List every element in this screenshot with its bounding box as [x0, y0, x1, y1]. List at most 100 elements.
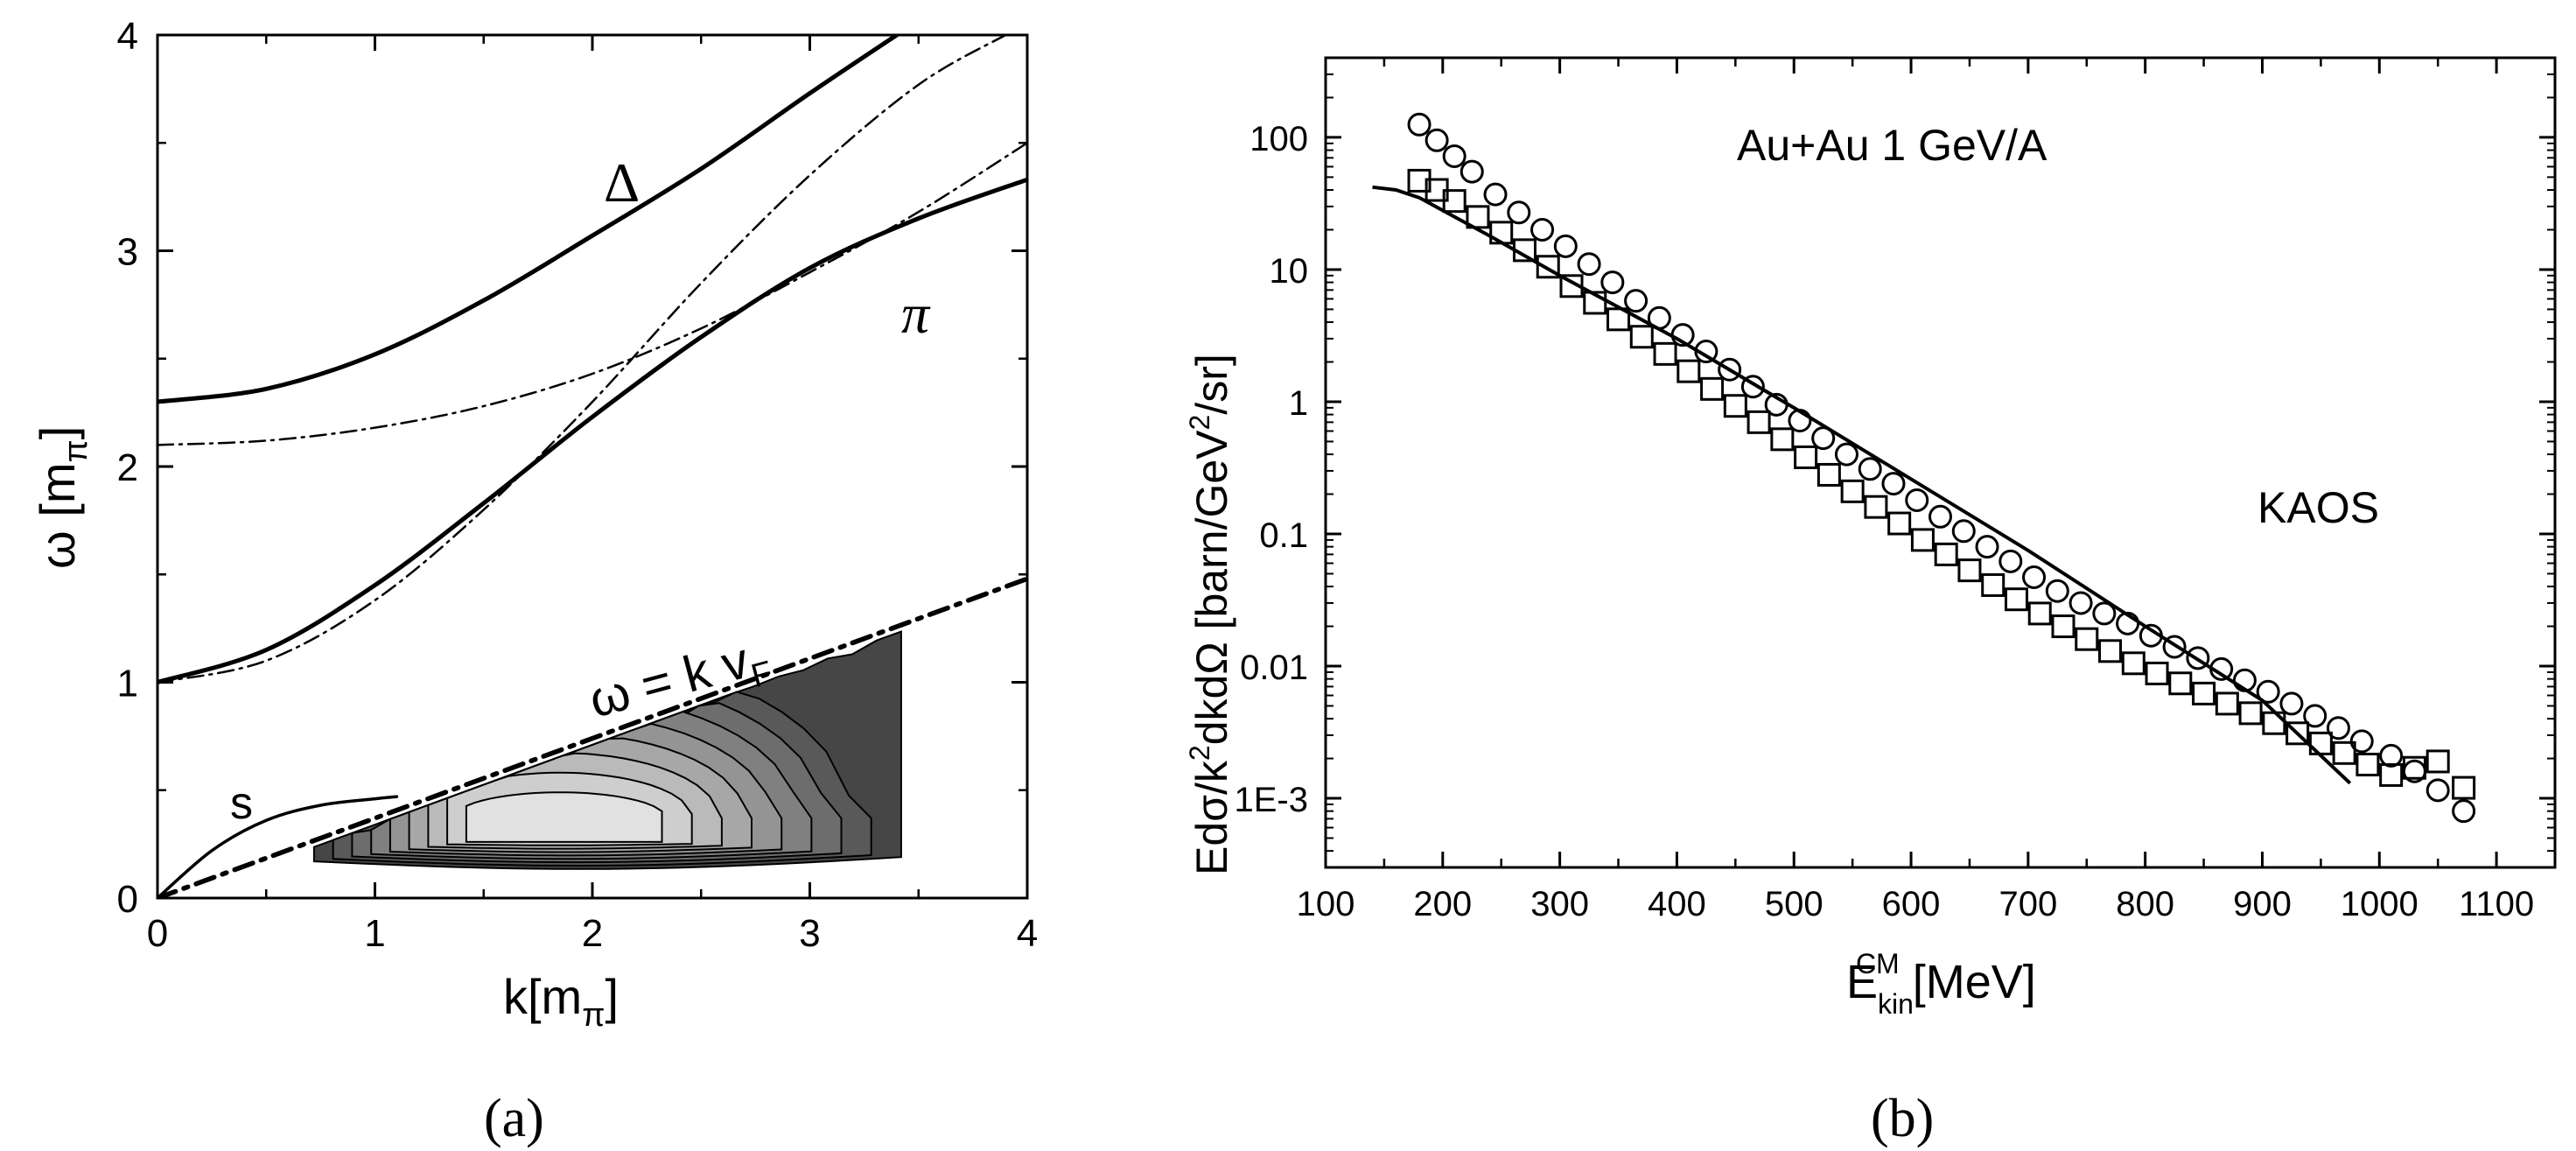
data-point-circle	[1975, 535, 1999, 559]
data-point-circle	[1442, 144, 1466, 168]
data-point-circle	[1507, 200, 1531, 225]
y-tick-label: 3	[117, 231, 138, 274]
data-point-square	[2168, 671, 2193, 696]
data-point-circle	[2045, 579, 2069, 603]
data-point-square	[1770, 427, 1795, 452]
panel-b-title: Au+Au 1 GeV/A	[1737, 121, 2048, 170]
data-point-square	[1887, 511, 1912, 536]
data-point-circle	[1881, 472, 1906, 496]
y-tick-label: 1E-3	[1235, 781, 1309, 819]
x-tick-label: 3	[799, 912, 820, 955]
x-tick-label: 800	[2116, 885, 2174, 923]
x-tick-label: 1	[364, 912, 385, 955]
panel-b-chart: 100 200 300 400 500 600 700 800 900 1000 11001E-30…	[1184, 56, 2557, 1020]
data-point-circle	[2326, 716, 2350, 740]
panel-b-series	[1372, 112, 2476, 824]
data-point-square	[2027, 601, 2052, 626]
y-tick-label: 10	[1270, 252, 1309, 291]
x-tick-label: 1100	[2459, 885, 2534, 923]
x-tick-label: 600	[1882, 885, 1941, 923]
data-point-square	[1653, 341, 1677, 366]
contour-plot	[312, 630, 902, 870]
curve--dash-dot	[158, 142, 1027, 446]
data-point-circle	[1905, 488, 1929, 512]
pi-curve-label: π	[901, 283, 931, 345]
panel-b-frame	[1324, 56, 2557, 869]
dispersion-curves	[158, 35, 1027, 898]
data-point-square	[2145, 661, 2169, 685]
data-point-square	[1910, 528, 1935, 552]
data-point-circle	[1577, 252, 1601, 277]
data-point-circle	[2186, 646, 2210, 670]
y-tick-label: 0.01	[1240, 649, 1308, 687]
panel-a-x-axis-label: k[mπ]	[503, 969, 619, 1034]
curve--	[158, 35, 900, 404]
data-point-square	[2121, 651, 2146, 676]
y-tick-label: 4	[117, 15, 138, 58]
panel-b-y-axis-label: Edσ/k2dkdΩ [barn/GeV2/sr]	[1184, 354, 1236, 875]
x-tick-label: 500	[1765, 885, 1824, 923]
panel-b-ticks: 100 200 300 400 500 600 700 800 900 1000 11001E-30…	[1235, 58, 2555, 923]
data-point-square	[1629, 325, 1654, 349]
data-point-circle	[1928, 504, 1952, 529]
y-tick-label: 0.1	[1259, 516, 1308, 555]
data-point-square	[2051, 614, 2076, 639]
curve--dash-dot	[158, 35, 1007, 684]
data-point-square	[1583, 291, 1607, 315]
panel-b-caption: (b)	[1871, 1089, 1935, 1148]
s-curve-label: s	[230, 778, 253, 829]
svg-text:Edσ/k2dkdΩ [barn/GeV2/sr]: Edσ/k2dkdΩ [barn/GeV2/sr]	[1184, 354, 1236, 875]
x-tick-label: 0	[147, 912, 168, 955]
data-point-circle	[2426, 778, 2450, 803]
data-point-square	[1676, 359, 1701, 383]
data-point-square	[2426, 749, 2450, 774]
data-point-square	[2379, 762, 2404, 787]
data-point-circle	[2279, 691, 2304, 716]
data-point-square	[1536, 255, 1560, 279]
data-point-square	[2332, 740, 2356, 765]
data-point-square	[2262, 711, 2286, 735]
x-tick-label: 700	[1998, 885, 2057, 923]
data-point-square	[2075, 627, 2099, 651]
x-tick-label: 100	[1297, 885, 1355, 923]
data-point-square	[1794, 445, 1818, 469]
data-point-square	[2004, 587, 2028, 612]
x-tick-label: 200	[1413, 885, 1472, 923]
curve--k-vf	[158, 576, 1027, 898]
data-point-square	[1466, 205, 1490, 229]
y-tick-label: 1	[117, 663, 138, 705]
data-point-square	[1816, 462, 1841, 487]
x-tick-label: 4	[1017, 912, 1038, 955]
data-point-square	[1700, 376, 1725, 401]
data-point-square	[1442, 189, 1466, 214]
data-point-circle	[2303, 704, 2328, 728]
data-point-circle	[1951, 519, 1976, 544]
data-point-square	[2098, 639, 2123, 663]
x-tick-label: 300	[1530, 885, 1589, 923]
data-point-square	[2286, 721, 2310, 746]
data-point-square	[2356, 752, 2380, 776]
kaos-label: KAOS	[2258, 483, 2379, 532]
contour-level	[465, 791, 663, 843]
panel-a-ticks: 0 1 2 3 4 0 1 2 3 4	[117, 15, 1039, 955]
data-point-square	[1746, 410, 1771, 434]
data-point-circle	[1740, 375, 1765, 399]
x-tick-label: 400	[1648, 885, 1706, 923]
data-point-square	[1934, 542, 1958, 566]
data-point-circle	[1718, 357, 1742, 382]
data-point-square	[1723, 394, 1747, 418]
panel-a-y-axis-label: ω [mπ]	[30, 426, 94, 569]
data-point-circle	[2162, 635, 2187, 659]
data-point-circle	[1834, 442, 1858, 467]
y-tick-label: 1	[1289, 384, 1308, 423]
data-point-circle	[1553, 234, 1578, 258]
model-curve	[1372, 185, 2352, 785]
data-point-circle	[1460, 159, 1484, 184]
data-point-circle	[1858, 457, 1882, 481]
data-point-square	[1957, 558, 1982, 583]
data-point-circle	[2256, 679, 2280, 704]
data-point-square	[2452, 776, 2476, 800]
data-point-square	[1981, 572, 2006, 597]
data-point-square	[2238, 701, 2263, 726]
